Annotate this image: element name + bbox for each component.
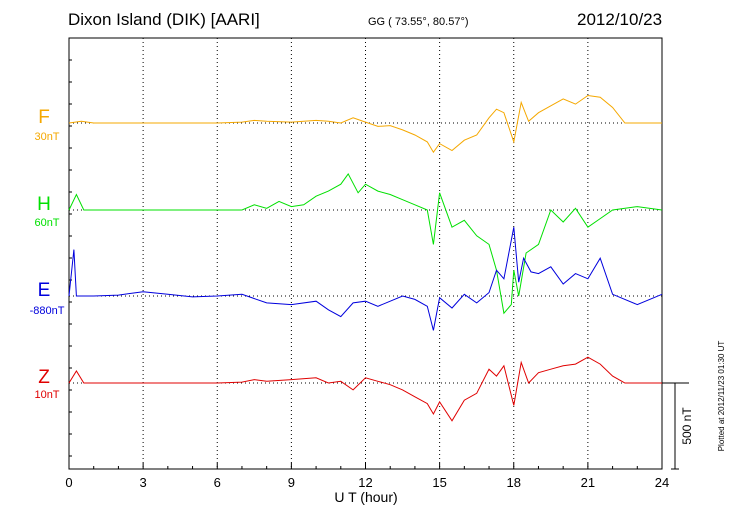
- date-label: 2012/10/23: [577, 10, 663, 29]
- x-tick-label: 15: [432, 475, 446, 490]
- geographic-coordinates: GG ( 73.55°, 80.57°): [368, 16, 469, 28]
- channel-offset-z: 10nT: [34, 389, 59, 401]
- scale-bar: [662, 382, 689, 470]
- scale-bar-label: 500 nT: [680, 407, 694, 445]
- series-z: [68, 356, 662, 422]
- channel-offset-e: -880nT: [30, 305, 65, 317]
- channel-label-f: F: [38, 107, 50, 128]
- x-tick-label: 18: [507, 475, 521, 490]
- series-h: [68, 172, 663, 315]
- x-tick-label: 0: [65, 475, 72, 490]
- channel-offset-h: 60nT: [34, 217, 59, 229]
- series-f: [68, 94, 662, 154]
- channel-offset-f: 30nT: [34, 131, 59, 143]
- plotted-at-note: Plotted at 2012/11/23 01:30 UT: [717, 341, 726, 452]
- x-tick-label: 21: [581, 475, 595, 490]
- series-e: [68, 227, 663, 331]
- channel-label-h: H: [37, 194, 51, 215]
- x-tick-label: 12: [358, 475, 372, 490]
- x-tick-label: 6: [214, 475, 221, 490]
- x-tick-label: 24: [655, 475, 669, 490]
- channel-label-e: E: [38, 280, 51, 301]
- x-tick-label: 9: [288, 475, 295, 490]
- x-axis-label: U T (hour): [334, 489, 397, 505]
- x-tick-label: 3: [140, 475, 147, 490]
- station-title: Dixon Island (DIK) [AARI]: [68, 10, 260, 29]
- channel-label-z: Z: [38, 367, 50, 388]
